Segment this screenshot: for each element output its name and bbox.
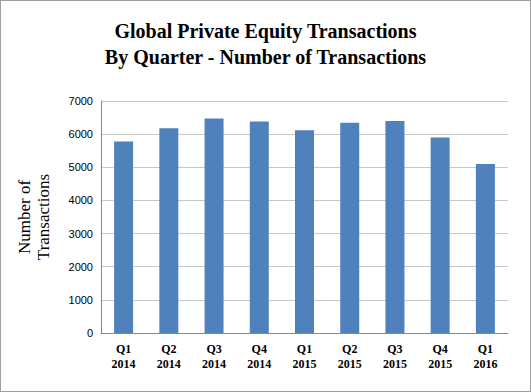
svg-text:2015: 2015 [338,357,362,371]
svg-text:Q3: Q3 [206,342,221,356]
svg-text:By Quarter - Number of Transac: By Quarter - Number of Transactions [105,46,427,69]
svg-text:Q3: Q3 [387,342,402,356]
svg-text:2015: 2015 [428,357,452,371]
svg-text:2014: 2014 [157,357,181,371]
svg-text:Q1: Q1 [297,342,312,356]
svg-text:5000: 5000 [69,161,93,173]
svg-text:2015: 2015 [293,357,317,371]
svg-text:4000: 4000 [69,194,93,206]
svg-text:Q4: Q4 [432,342,447,356]
svg-text:2015: 2015 [383,357,407,371]
svg-text:2000: 2000 [69,261,93,273]
svg-text:2016: 2016 [473,357,497,371]
svg-text:Q1: Q1 [116,342,131,356]
svg-text:1000: 1000 [69,294,93,306]
svg-text:3000: 3000 [69,228,93,240]
svg-text:2014: 2014 [247,357,271,371]
svg-text:Q2: Q2 [161,342,176,356]
svg-text:Q4: Q4 [252,342,267,356]
svg-text:6000: 6000 [69,128,93,140]
svg-text:Q1: Q1 [478,342,493,356]
svg-text:2014: 2014 [202,357,226,371]
svg-text:7000: 7000 [69,95,93,107]
svg-text:Number of: Number of [15,180,34,254]
svg-text:Transactions: Transactions [34,174,53,260]
svg-text:Global Private Equity Transact: Global Private Equity Transactions [114,20,416,43]
svg-text:2014: 2014 [112,357,136,371]
svg-text:Q2: Q2 [342,342,357,356]
svg-text:0: 0 [87,327,93,339]
